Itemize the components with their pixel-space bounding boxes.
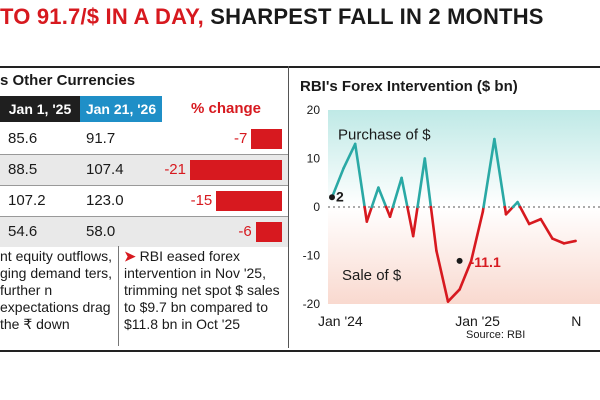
header-jan-2026: Jan 21, '26 xyxy=(80,96,162,122)
header-jan-2025: Jan 1, '25 xyxy=(0,96,80,122)
series-line-segment xyxy=(353,142,366,209)
table-subtitle: s Other Currencies xyxy=(0,72,136,89)
purchase-label: Purchase of $ xyxy=(338,126,431,143)
series-line-segment xyxy=(377,186,388,209)
change-bar xyxy=(216,191,282,211)
y-tick-label: 10 xyxy=(307,152,321,166)
series-line-segment xyxy=(406,205,415,238)
series-line-segment xyxy=(446,288,461,303)
series-line-segment xyxy=(493,137,507,209)
value-jan-2025: 107.2 xyxy=(8,192,46,209)
chart-title: RBI's Forex Intervention ($ bn) xyxy=(300,78,518,95)
y-tick-label: -10 xyxy=(303,249,321,263)
table-row: 88.5 107.4 -21 xyxy=(0,155,288,185)
series-line-segment xyxy=(416,157,427,209)
panel-divider xyxy=(288,66,289,348)
percent-change: -7 xyxy=(233,130,248,147)
series-line-segment xyxy=(458,259,473,291)
series-line-segment xyxy=(411,205,419,238)
series-line-segment xyxy=(435,249,450,303)
annotation-point xyxy=(456,257,463,264)
note-right-text: RBI eased forex intervention in Nov '25,… xyxy=(124,248,280,332)
series-line-segment xyxy=(551,237,566,245)
series-line-segment xyxy=(342,142,357,170)
note-left: nt equity outflows, ging demand ters, fu… xyxy=(0,248,113,332)
series-line-segment xyxy=(539,217,554,240)
percent-change: -21 xyxy=(164,161,186,178)
x-tick-label: Jan '24 xyxy=(318,313,363,329)
y-tick-label: 0 xyxy=(313,200,320,214)
series-line-segment xyxy=(469,210,485,263)
row-divider xyxy=(0,185,288,186)
note-divider xyxy=(118,246,119,346)
table-row: 54.6 58.0 -6 xyxy=(0,217,288,247)
change-bar xyxy=(190,160,282,180)
series-line-segment xyxy=(482,137,496,209)
sale-label: Sale of $ xyxy=(342,267,402,284)
sale-region xyxy=(328,207,600,304)
table-row: 107.2 123.0 -15 xyxy=(0,186,288,216)
header-percent-change: % change xyxy=(190,100,262,117)
percent-change: -6 xyxy=(238,223,252,240)
percent-change: -15 xyxy=(190,192,213,209)
annotation-label: -11.1 xyxy=(470,254,501,270)
series-line-segment xyxy=(504,205,515,216)
series-line-segment xyxy=(423,157,433,209)
chart-source: Source: RBI xyxy=(466,329,526,341)
value-jan-2026: 91.7 xyxy=(86,130,116,147)
value-jan-2026: 107.4 xyxy=(86,161,124,178)
row-divider xyxy=(0,216,288,217)
annotation-point xyxy=(329,194,335,201)
value-jan-2025: 54.6 xyxy=(8,223,38,240)
series-line-segment xyxy=(562,239,577,245)
headline-part-black: SHARPEST FALL IN 2 MONTHS xyxy=(210,4,544,29)
annotation-label: 2 xyxy=(336,188,344,204)
headline: TO 91.7/$ IN A DAY, SHARPEST FALL IN 2 M… xyxy=(0,0,600,34)
series-line-segment xyxy=(527,217,543,226)
x-tick-label: N xyxy=(571,313,581,329)
series-line-segment xyxy=(429,205,438,252)
series-line-segment xyxy=(365,205,374,223)
arrow-icon: ➤ xyxy=(124,248,136,264)
change-bar xyxy=(251,129,282,149)
table-row: 85.6 91.7 -7 xyxy=(0,124,288,154)
x-tick-label: Jan '25 xyxy=(455,313,500,329)
headline-part-red: TO 91.7/$ IN A DAY, xyxy=(0,4,211,29)
value-jan-2026: 123.0 xyxy=(86,192,124,209)
series-line-segment xyxy=(370,186,380,209)
change-bar xyxy=(255,222,282,242)
series-line-segment xyxy=(400,176,409,209)
purchase-region xyxy=(328,110,600,207)
value-jan-2026: 58.0 xyxy=(86,223,116,240)
series-line-segment xyxy=(330,166,345,199)
value-jan-2025: 88.5 xyxy=(8,161,38,178)
series-line-segment xyxy=(518,205,531,226)
row-divider xyxy=(0,154,288,155)
forex-intervention-chart: 20 10 0 -10 -20 Purchase of $ Sale of $ 2 -11.1 J… xyxy=(303,103,600,329)
value-jan-2025: 85.6 xyxy=(8,130,38,147)
y-tick-label: 20 xyxy=(307,103,321,117)
series-line-segment xyxy=(388,205,395,218)
note-right: ➤ RBI eased forex intervention in Nov '2… xyxy=(124,248,286,333)
series-line-segment xyxy=(391,176,403,209)
y-tick-label: -20 xyxy=(303,297,321,311)
